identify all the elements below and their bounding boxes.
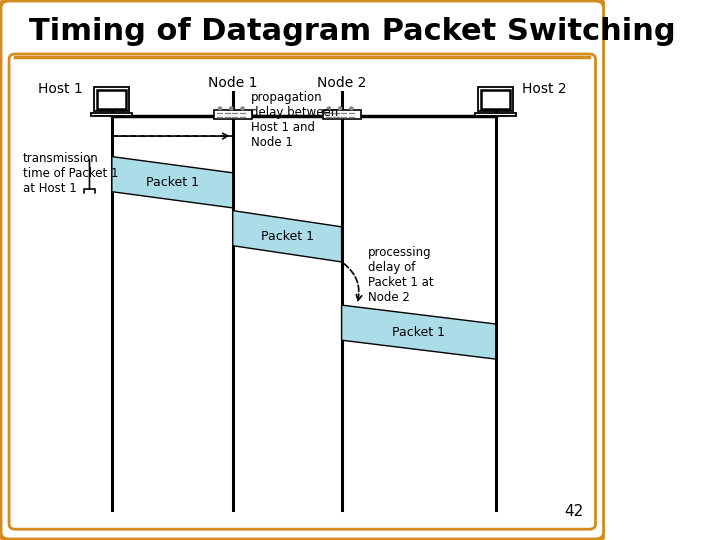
FancyBboxPatch shape — [475, 113, 516, 116]
FancyBboxPatch shape — [94, 87, 129, 111]
FancyBboxPatch shape — [97, 90, 126, 109]
Circle shape — [241, 107, 244, 110]
Text: Packet 1: Packet 1 — [261, 230, 314, 243]
Text: Node 1: Node 1 — [208, 76, 258, 90]
FancyBboxPatch shape — [214, 110, 252, 119]
FancyBboxPatch shape — [478, 87, 513, 111]
Polygon shape — [112, 157, 233, 208]
FancyBboxPatch shape — [0, 0, 605, 540]
FancyBboxPatch shape — [9, 54, 595, 529]
Text: 42: 42 — [564, 504, 583, 519]
Circle shape — [328, 107, 330, 110]
FancyBboxPatch shape — [323, 110, 361, 119]
Text: processing
delay of
Packet 1 at
Node 2: processing delay of Packet 1 at Node 2 — [368, 246, 433, 305]
Circle shape — [350, 107, 353, 110]
Text: Host 1: Host 1 — [38, 82, 83, 96]
Text: Node 2: Node 2 — [317, 76, 366, 90]
Text: transmission
time of Packet 1
at Host 1: transmission time of Packet 1 at Host 1 — [23, 152, 119, 195]
Text: propagation
delay between
Host 1 and
Node 1: propagation delay between Host 1 and Nod… — [251, 91, 338, 149]
Text: Timing of Datagram Packet Switching: Timing of Datagram Packet Switching — [29, 17, 675, 46]
Text: Packet 1: Packet 1 — [392, 326, 445, 339]
FancyBboxPatch shape — [482, 90, 510, 109]
Circle shape — [338, 107, 342, 110]
Text: Packet 1: Packet 1 — [146, 176, 199, 189]
Circle shape — [218, 107, 222, 110]
Text: Host 2: Host 2 — [522, 82, 567, 96]
Polygon shape — [341, 305, 496, 359]
Circle shape — [230, 107, 233, 110]
FancyBboxPatch shape — [91, 113, 132, 116]
Polygon shape — [233, 211, 341, 262]
